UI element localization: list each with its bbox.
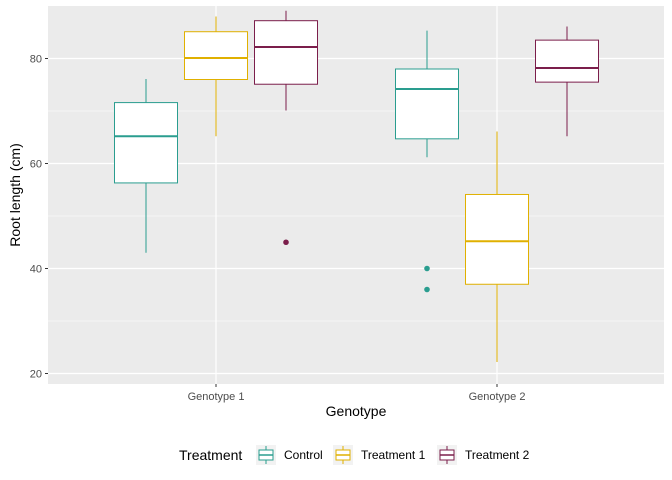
- legend-label: Control: [284, 448, 323, 462]
- box-iqr: [395, 68, 459, 140]
- y-tick-label: 60: [30, 159, 42, 171]
- outlier-point: [424, 265, 430, 272]
- box-iqr: [535, 39, 599, 83]
- box-treatment-1-1: [184, 16, 248, 137]
- legend-key-control: [256, 445, 276, 465]
- box-iqr: [465, 193, 529, 285]
- outlier-point: [283, 239, 289, 246]
- box-iqr: [184, 31, 248, 81]
- outlier-point: [424, 286, 430, 293]
- box-control-2: [395, 30, 459, 293]
- legend-label: Treatment 2: [465, 448, 530, 462]
- y-tick-label: 40: [30, 264, 42, 276]
- legend-key-treatment-2: [437, 445, 457, 465]
- x-tick-label: Genotype 2: [469, 391, 526, 403]
- legend-label: Treatment 1: [361, 448, 426, 462]
- x-axis-title: Genotype: [326, 403, 387, 419]
- box-layer: [114, 10, 599, 362]
- y-axis: 20 40 60 80: [30, 54, 48, 381]
- x-tick-label: Genotype 1: [188, 391, 245, 403]
- box-treatment-2-2: [535, 26, 599, 137]
- legend-key-treatment-1: [333, 445, 353, 465]
- box-iqr: [114, 102, 178, 184]
- legend: Treatment Control Treatment 1 Treatment 2: [179, 445, 530, 465]
- legend-title: Treatment: [179, 447, 242, 463]
- box-iqr: [254, 20, 318, 85]
- box-treatment-1-2: [465, 131, 529, 362]
- y-tick-label: 80: [30, 54, 42, 66]
- y-axis-title: Root length (cm): [7, 143, 23, 246]
- box-treatment-2-1: [254, 10, 318, 246]
- x-axis: Genotype 1 Genotype 2: [188, 384, 526, 403]
- box-control-1: [114, 78, 178, 253]
- y-tick-label: 20: [30, 369, 42, 381]
